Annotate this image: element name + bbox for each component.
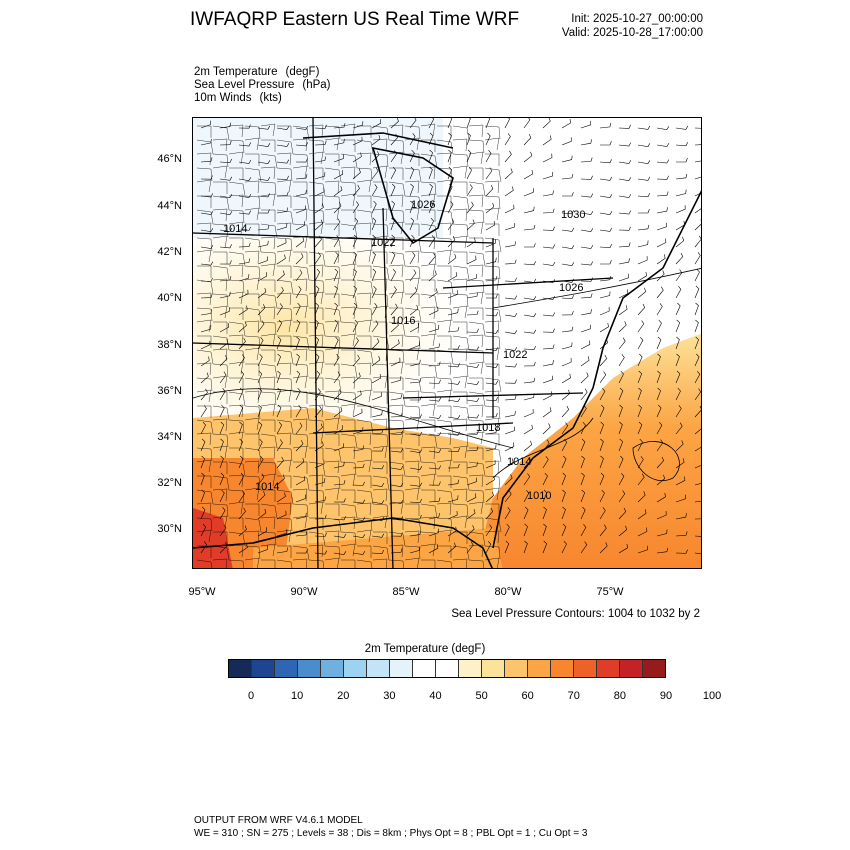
colorbar-swatch [482,660,505,677]
lat-label: 36°N [157,385,182,397]
field-temperature: 2m Temperature (degF) [194,66,319,78]
lat-label: 44°N [157,200,182,212]
colorbar-swatch [505,660,528,677]
colorbar-swatch [298,660,321,677]
lon-label: 75°W [596,586,624,598]
colorbar-tick: 90 [659,690,673,702]
weather-map: 1026 1030 1014 1022 1026 1016 1022 1018 … [192,117,702,569]
field-unit: (degF) [285,66,320,78]
pressure-label: 1016 [391,315,415,327]
valid-time: Valid: 2025-10-28_17:00:00 [561,27,703,39]
model-info: OUTPUT FROM WRF V4.6.1 MODEL [194,815,363,826]
lat-label: 32°N [157,477,182,489]
colorbar-swatch [390,660,413,677]
lat-label: 30°N [157,523,182,535]
colorbar-tick: 0 [247,690,255,702]
colorbar-swatch [643,660,665,677]
pressure-label: 1014 [507,456,531,468]
colorbar-tick: 10 [291,690,304,702]
colorbar-swatch [597,660,620,677]
pressure-label: 1014 [255,481,279,493]
init-time: Init: 2025-10-27_00:00:00 [571,13,703,25]
lon-label: 90°W [290,586,318,598]
atlantic-fill [483,333,701,568]
county-lines [196,123,502,568]
field-unit: (hPa) [302,79,331,91]
south-texas-fill [193,508,233,568]
pressure-label: 1018 [476,422,500,434]
colorbar-swatch [229,660,252,677]
pressure-label: 1026 [559,282,583,294]
colorbar-swatch [413,660,436,677]
lon-label: 80°W [494,586,522,598]
gulf-fill [253,528,503,568]
field-pressure: Sea Level Pressure (hPa) [194,79,331,91]
colorbar-swatch [344,660,367,677]
colorbar-tick: 20 [337,690,350,702]
colorbar [228,659,666,678]
warm-plains-fill [193,238,493,438]
map-canvas: 1026 1030 1014 1022 1026 1016 1022 1018 … [193,118,701,568]
colorbar-tick: 60 [521,690,534,702]
lat-label: 38°N [157,339,182,351]
contour-note: Sea Level Pressure Contours: 1004 to 103… [451,608,700,620]
map-title: IWFAQRP Eastern US Real Time WRF [190,9,520,30]
colorbar-swatch [367,660,390,677]
pressure-label: 1022 [503,349,527,361]
lat-label: 34°N [157,431,182,443]
pressure-label: 1030 [561,209,585,221]
colorbar-tick: 100 [702,690,722,702]
colorbar-tick: 80 [613,690,627,702]
field-unit: (kts) [259,92,282,104]
pressure-label: 1022 [371,237,395,249]
isobars [193,268,701,481]
field-winds: 10m Winds (kts) [194,92,282,104]
colorbar-tick: 70 [567,690,580,702]
lat-label: 46°N [157,153,182,165]
colorbar-swatch [252,660,275,677]
colorbar-tick: 40 [429,690,442,702]
colorbar-swatch [459,660,482,677]
colorbar-swatch [574,660,597,677]
field-name: 10m Winds [194,92,252,104]
model-settings: WE = 310 ; SN = 275 ; Levels = 38 ; Dis … [194,828,588,839]
lat-label: 40°N [157,292,182,304]
pressure-label: 1014 [223,223,247,235]
lon-label: 85°W [392,586,420,598]
lat-label: 42°N [157,246,182,258]
wind-barbs [200,118,701,556]
field-name: 2m Temperature [194,66,278,78]
colorbar-swatch [275,660,298,677]
field-name: Sea Level Pressure [194,79,295,91]
colorbar-tick: 30 [383,690,396,702]
pressure-labels: 1026 1030 1014 1022 1026 1016 1022 1018 … [223,199,585,502]
colorbar-swatch [321,660,344,677]
pressure-label: 1010 [527,490,551,502]
lon-label: 95°W [188,586,216,598]
colorbar-swatch [436,660,459,677]
colorbar-tick: 50 [475,690,488,702]
colorbar-swatch [620,660,643,677]
colorbar-swatch [528,660,551,677]
pressure-label: 1026 [411,199,435,211]
colorbar-swatch [551,660,574,677]
colorbar-title: 2m Temperature (degF) [364,643,486,655]
